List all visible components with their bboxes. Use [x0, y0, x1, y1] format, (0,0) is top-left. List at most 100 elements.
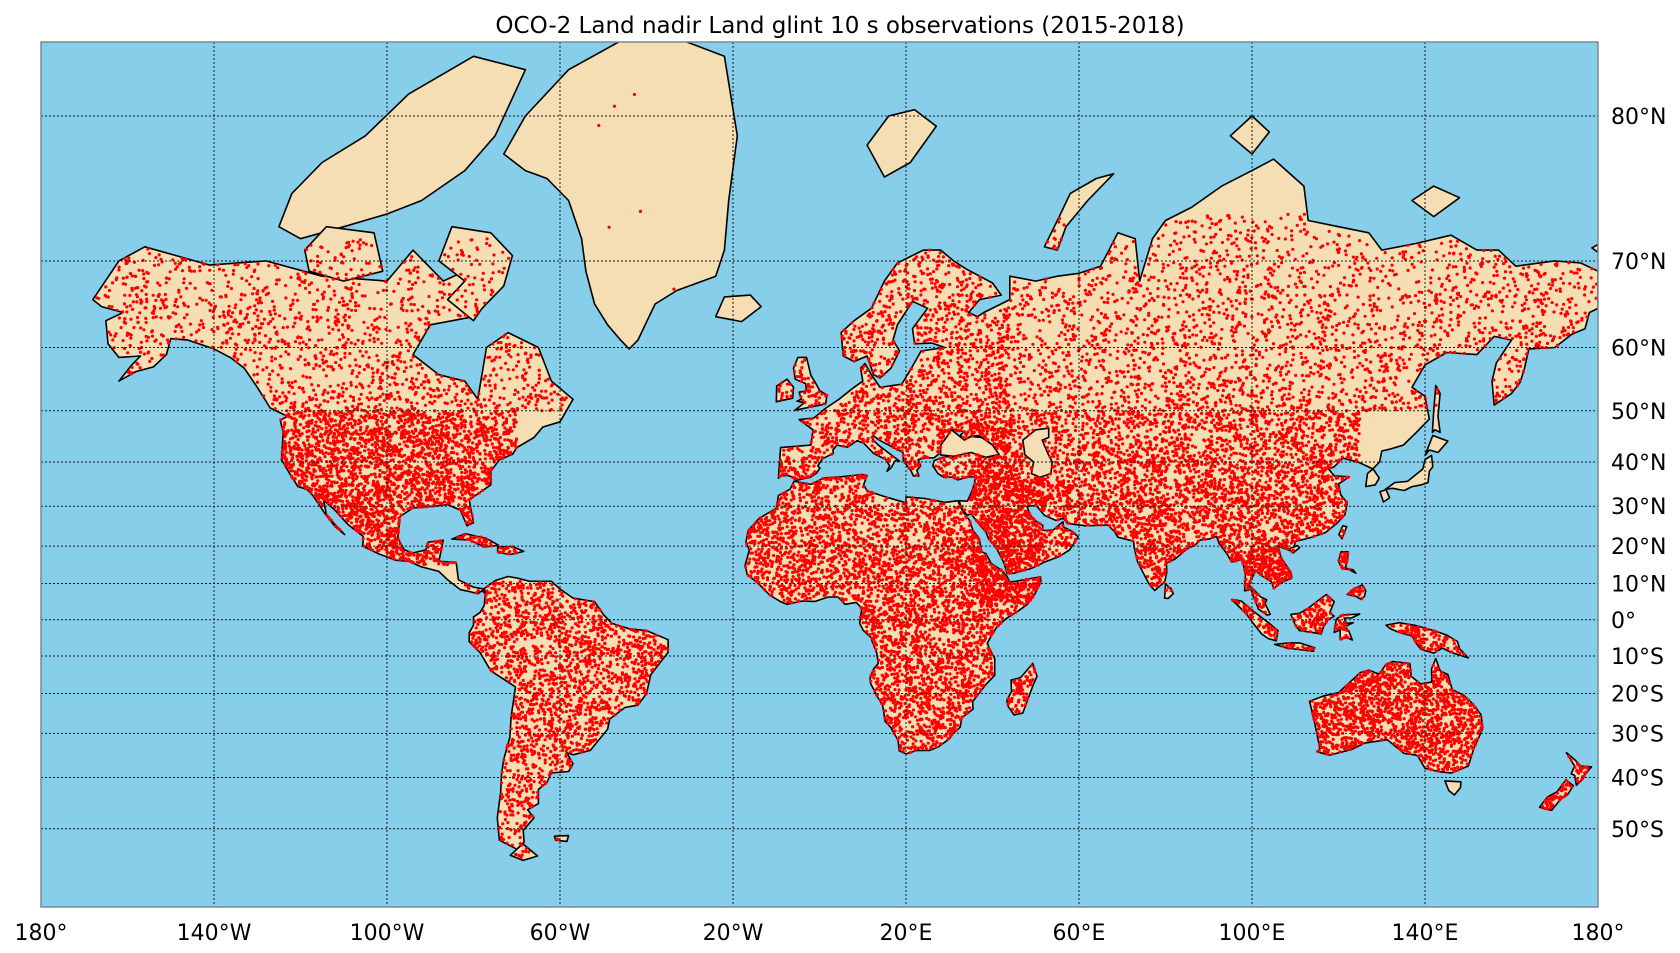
- observation-point: [485, 538, 489, 542]
- observation-point: [423, 380, 427, 384]
- observation-point: [329, 471, 333, 475]
- observation-point: [451, 499, 455, 503]
- observation-point: [224, 293, 228, 297]
- observation-point: [474, 400, 478, 404]
- observation-point: [305, 424, 309, 428]
- observation-point: [478, 457, 482, 462]
- observation-point: [304, 342, 308, 347]
- observation-point: [218, 315, 222, 319]
- observation-point: [97, 296, 101, 301]
- observation-point: [289, 437, 293, 441]
- observation-point: [538, 585, 543, 590]
- observation-point: [361, 518, 365, 522]
- observation-point: [357, 304, 361, 308]
- observation-point: [161, 353, 165, 357]
- observation-point: [433, 394, 437, 398]
- observation-point: [341, 507, 345, 511]
- observation-point: [428, 420, 432, 425]
- observation-point: [492, 253, 496, 257]
- observation-point: [372, 326, 377, 330]
- observation-point: [407, 342, 411, 346]
- observation-point: [328, 352, 332, 356]
- observation-point: [346, 337, 350, 342]
- land-iceland: [714, 294, 762, 323]
- observation-point: [345, 406, 349, 410]
- observation-point: [642, 641, 647, 646]
- observation-point: [344, 495, 348, 499]
- observation-point: [445, 392, 449, 396]
- observation-point: [273, 312, 277, 316]
- observation-point: [140, 289, 144, 293]
- observation-point: [343, 303, 347, 307]
- observation-point: [392, 416, 396, 420]
- observation-point: [346, 307, 350, 311]
- observation-point: [371, 511, 375, 515]
- observation-point: [483, 611, 487, 616]
- observation-point: [349, 421, 353, 425]
- observation-point: [280, 450, 284, 454]
- observation-point: [208, 268, 212, 272]
- observation-point: [639, 640, 643, 644]
- observation-point: [348, 451, 352, 455]
- observation-point: [192, 269, 196, 273]
- observation-point: [398, 546, 402, 550]
- observation-point: [357, 482, 361, 486]
- observation-point: [442, 305, 446, 310]
- observation-point: [423, 442, 427, 446]
- observation-point: [321, 358, 325, 362]
- observation-point: [287, 390, 291, 394]
- observation-point: [426, 484, 431, 488]
- observation-point: [585, 738, 590, 742]
- observation-point: [361, 341, 365, 345]
- observation-point: [270, 355, 274, 359]
- observation-point: [482, 416, 486, 420]
- observation-point: [505, 841, 509, 845]
- observation-point: [378, 458, 382, 462]
- observation-point: [164, 276, 169, 280]
- observation-point: [447, 292, 452, 297]
- observation-point: [320, 245, 324, 250]
- observation-point: [519, 341, 524, 345]
- observation-point: [456, 313, 460, 317]
- observation-point: [358, 349, 362, 353]
- observation-point: [481, 271, 485, 275]
- observation-point: [369, 473, 373, 477]
- observation-point: [504, 349, 509, 353]
- observation-point: [467, 438, 472, 442]
- observation-point: [296, 272, 300, 276]
- observation-point: [256, 314, 260, 318]
- observation-point: [365, 514, 369, 518]
- observation-point: [400, 419, 404, 423]
- observation-point: [354, 487, 358, 491]
- observation-point: [502, 548, 506, 553]
- observation-point: [460, 470, 464, 475]
- observation-point: [315, 299, 320, 303]
- observation-point: [179, 295, 183, 299]
- observation-point: [410, 439, 415, 443]
- observation-point: [239, 309, 243, 313]
- observation-point: [640, 660, 644, 664]
- observation-point: [450, 400, 454, 404]
- observation-point: [506, 451, 510, 456]
- observation-point: [599, 681, 603, 685]
- observation-point: [523, 659, 527, 664]
- observation-point: [392, 557, 396, 561]
- observation-point: [431, 426, 435, 430]
- observation-point: [448, 437, 452, 441]
- observation-point: [302, 478, 306, 482]
- observation-point: [591, 723, 595, 727]
- observation-point: [123, 293, 127, 297]
- observation-point: [531, 386, 535, 390]
- observation-point: [278, 314, 282, 318]
- observation-point: [396, 281, 400, 286]
- observation-point: [534, 352, 539, 357]
- observation-point: [632, 635, 636, 639]
- observation-point: [276, 339, 280, 343]
- observation-point: [642, 688, 646, 692]
- observation-point: [382, 514, 386, 518]
- observation-point: [381, 363, 385, 367]
- observation-point: [417, 475, 421, 479]
- observation-point: [222, 313, 226, 317]
- observation-point: [498, 626, 503, 630]
- observation-point: [389, 302, 393, 306]
